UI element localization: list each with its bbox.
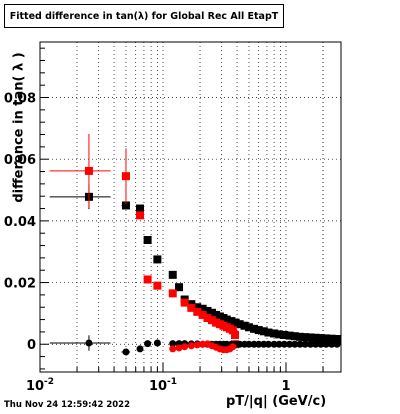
data-point-square	[198, 310, 207, 319]
data-point-circle	[181, 343, 189, 351]
y-tick-label: 0.06	[4, 153, 36, 168]
data-point-circle	[136, 345, 144, 353]
data-point-circle	[286, 340, 294, 348]
data-point-circle	[85, 339, 93, 347]
data-point-square	[275, 330, 284, 339]
data-point-circle	[270, 340, 278, 348]
data-point-square	[143, 275, 152, 284]
y-axis-label: difference in tan( λ )	[11, 52, 27, 203]
data-point-square	[121, 201, 130, 210]
x-tick-label: 1	[281, 379, 290, 394]
data-point-square	[187, 303, 196, 312]
data-point-circle	[264, 340, 272, 348]
data-point-circle	[301, 340, 309, 348]
data-point-square	[285, 331, 294, 340]
data-point-square	[296, 332, 305, 341]
data-point-square	[153, 281, 162, 290]
data-point-square	[222, 315, 231, 324]
data-point-circle	[255, 340, 263, 348]
data-point-circle	[322, 340, 330, 348]
data-point-circle	[236, 340, 244, 348]
data-point-square	[180, 298, 189, 307]
data-point-square	[290, 332, 299, 341]
data-point-square	[311, 333, 320, 342]
data-point-circle	[312, 340, 320, 348]
data-point-circle	[144, 340, 152, 348]
data-point-square	[168, 270, 177, 279]
data-point-square	[327, 334, 336, 343]
data-point-square	[316, 334, 325, 343]
data-point-square	[259, 327, 268, 336]
data-point-square	[193, 307, 202, 316]
data-point-square	[207, 308, 216, 317]
data-point-square	[168, 289, 177, 298]
data-point-square	[84, 166, 93, 175]
data-point-circle	[153, 339, 161, 347]
data-point-square	[264, 328, 273, 337]
x-axis-label: pT/|q| (GeV/c)	[226, 394, 327, 409]
data-point-circle	[229, 343, 237, 351]
data-point-circle	[187, 342, 195, 350]
data-point-square	[198, 304, 207, 313]
data-point-circle	[245, 340, 253, 348]
x-tick-label: 10-2	[26, 377, 54, 394]
data-point-circle	[193, 341, 201, 349]
y-tick-label: 0.02	[4, 277, 36, 292]
data-point-square	[175, 283, 184, 292]
y-tick-label: 0	[27, 338, 36, 353]
data-point-square	[240, 321, 249, 330]
data-point-square	[231, 330, 240, 339]
chart-title: Fitted difference in tan(λ) for Global R…	[4, 4, 284, 28]
data-point-circle	[169, 345, 177, 353]
data-point-circle	[291, 340, 299, 348]
data-point-square	[235, 320, 244, 329]
data-point-square	[153, 255, 162, 264]
data-point-square	[301, 333, 310, 342]
data-point-square	[333, 335, 342, 343]
data-point-square	[203, 306, 212, 315]
data-point-circle	[317, 340, 325, 348]
data-point-square	[270, 329, 279, 338]
data-point-square	[244, 323, 253, 332]
data-point-square	[193, 303, 202, 312]
data-point-square	[254, 326, 263, 335]
data-point-square	[135, 211, 144, 220]
x-tick-label: 10-1	[149, 377, 177, 394]
plot-frame	[39, 41, 342, 373]
data-point-square	[250, 324, 259, 333]
data-point-square	[228, 326, 237, 335]
data-point-square	[143, 236, 152, 244]
data-point-square	[121, 172, 130, 181]
data-point-square	[306, 333, 315, 342]
data-point-square	[135, 204, 144, 213]
data-point-circle	[328, 340, 336, 348]
y-tick-label: 0.08	[4, 92, 36, 107]
data-point-circle	[296, 340, 304, 348]
data-point-circle	[122, 348, 130, 356]
data-point-square	[322, 334, 331, 343]
data-point-square	[280, 330, 289, 339]
y-tick-label: 0.04	[4, 215, 36, 230]
data-point-circle	[280, 340, 288, 348]
data-point-circle	[169, 340, 177, 348]
timestamp: Thu Nov 24 12:59:42 2022	[4, 400, 131, 410]
data-point-circle	[306, 340, 314, 348]
data-point-circle	[333, 340, 341, 348]
data-point-square	[227, 317, 236, 326]
data-point-circle	[175, 344, 183, 352]
data-point-circle	[275, 340, 283, 348]
data-point-square	[203, 314, 212, 323]
data-point-square	[207, 316, 216, 325]
